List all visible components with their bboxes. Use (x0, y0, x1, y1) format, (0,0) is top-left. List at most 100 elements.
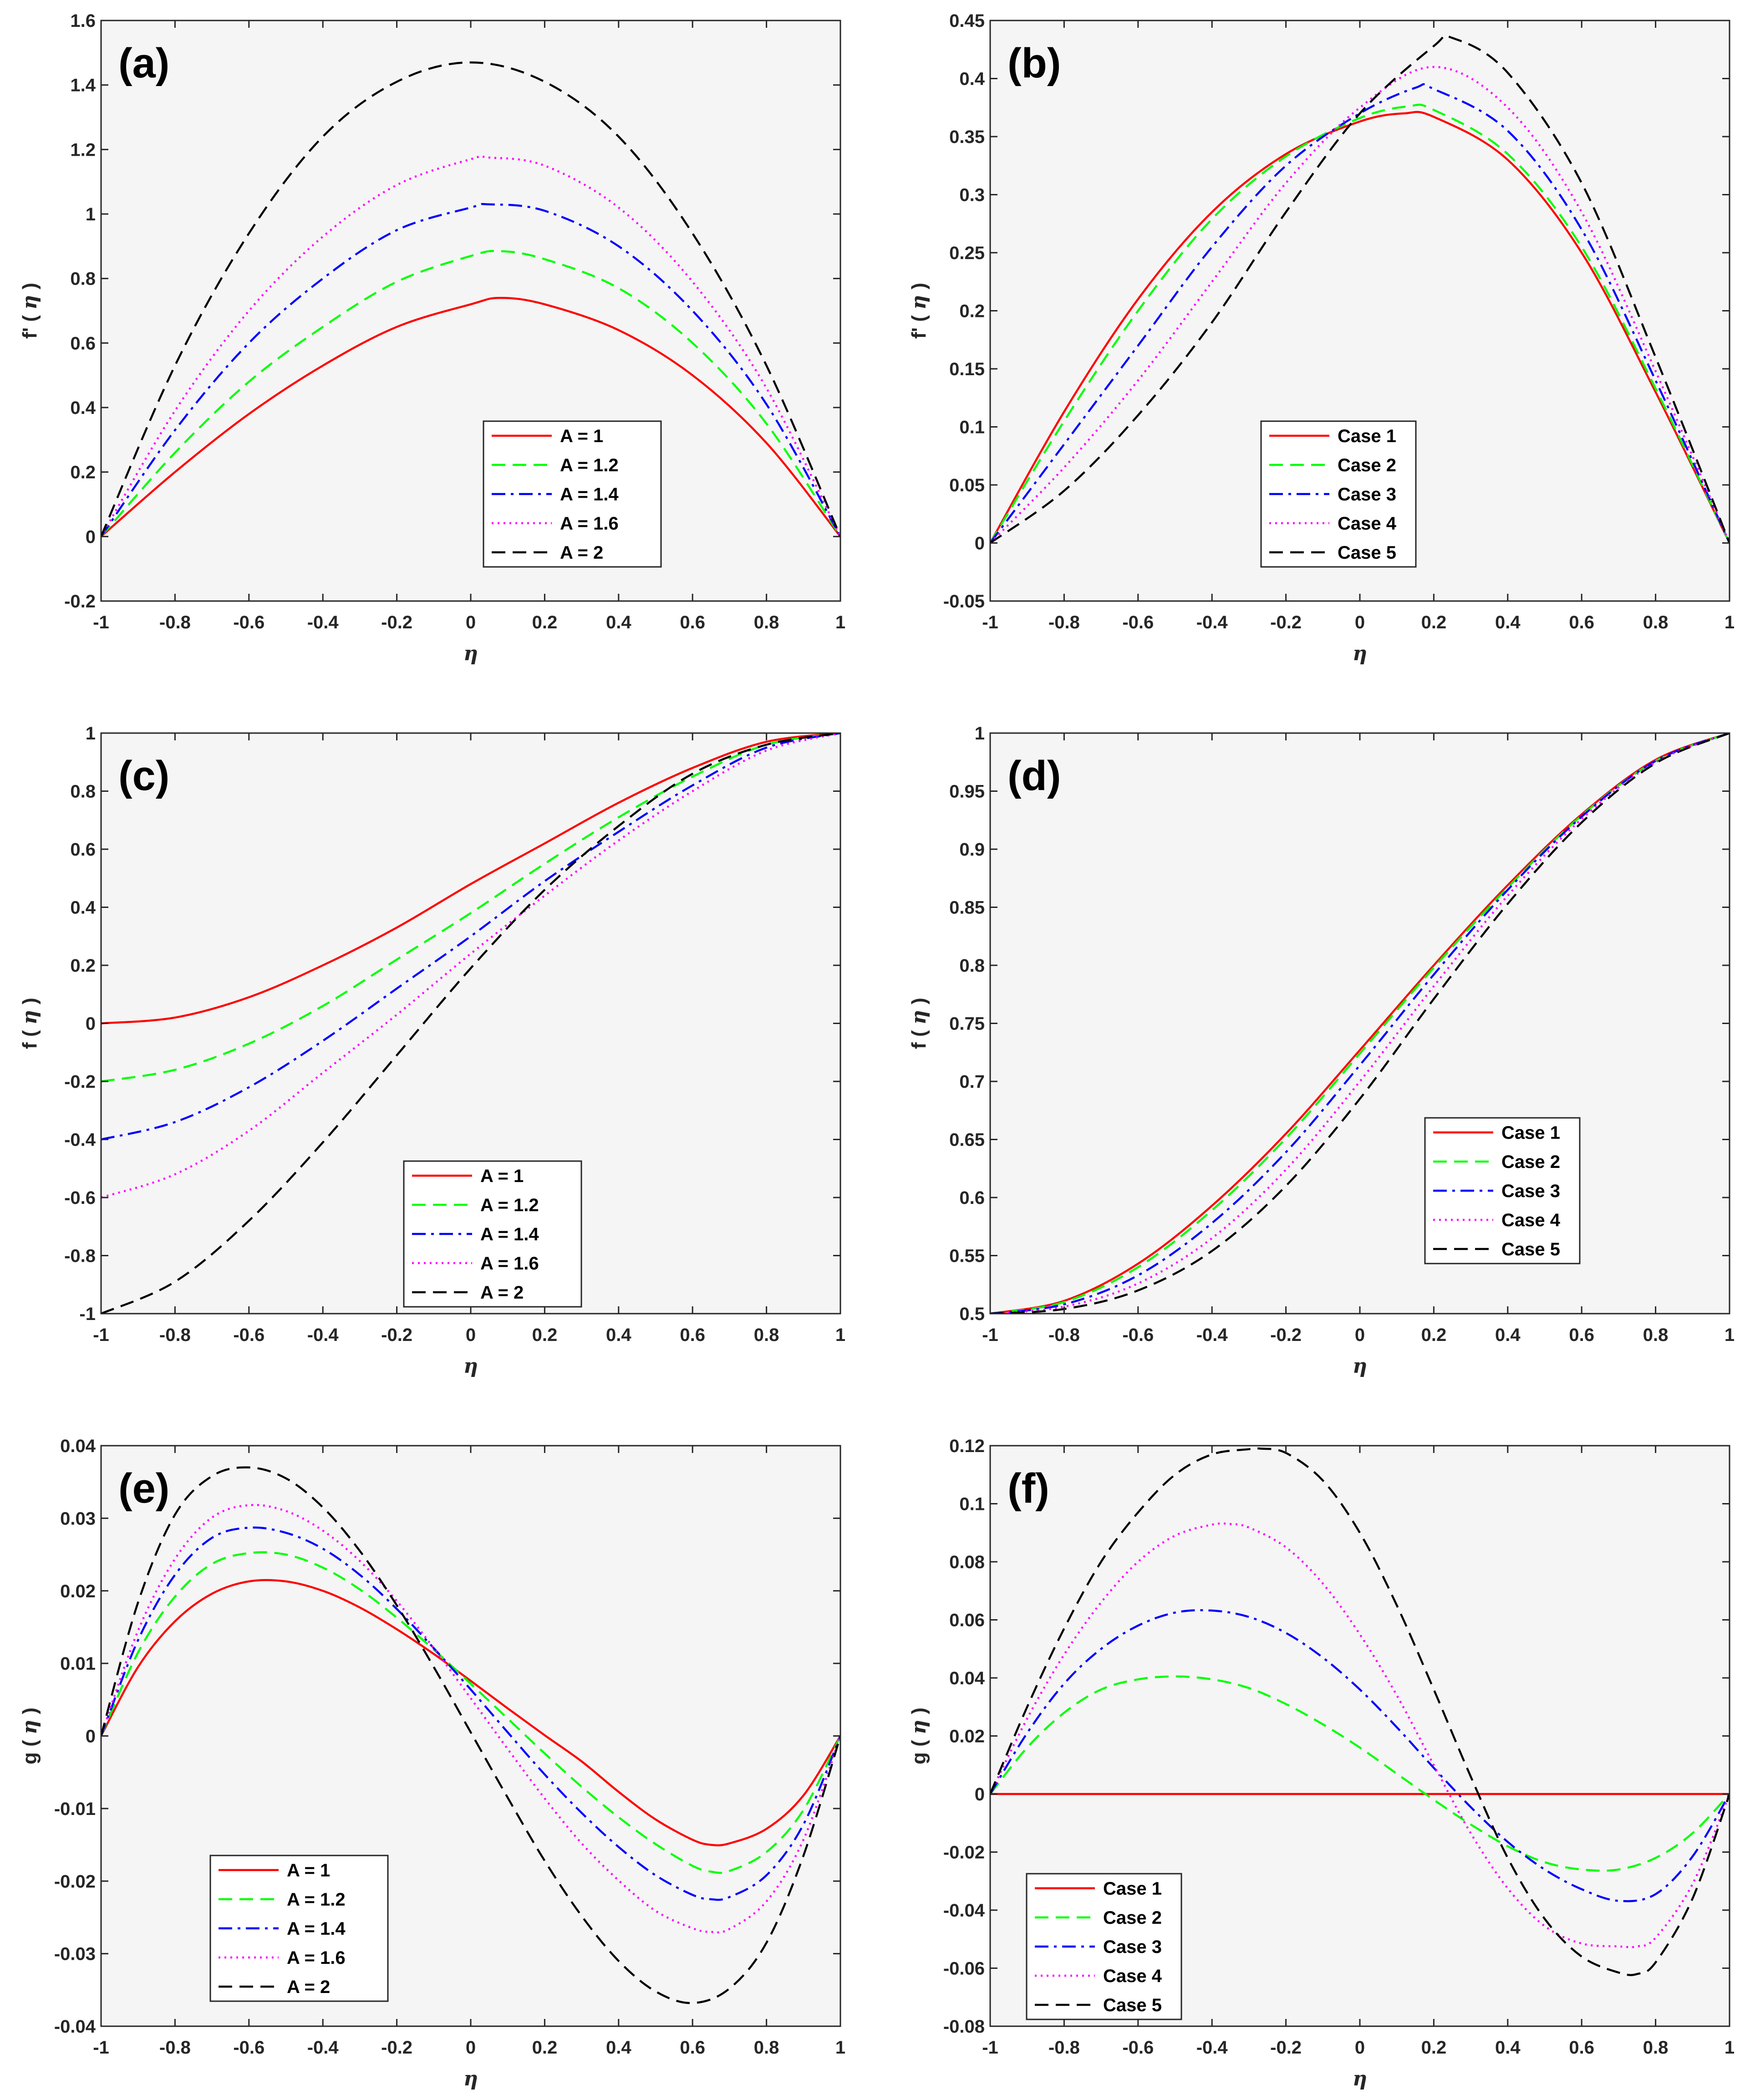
plot-area (101, 20, 840, 601)
panel-title: (a) (118, 40, 169, 87)
legend-box (1026, 1873, 1182, 2020)
legend-label-1: Case 2 (1338, 455, 1396, 475)
series-line-2 (101, 1526, 840, 1901)
y-tick-label: -0.08 (943, 2017, 985, 2037)
y-axis-label: f ( η ) (907, 998, 931, 1049)
series-group (990, 733, 1730, 1314)
legend-label-0: Case 1 (1103, 1879, 1162, 1899)
x-tick-label: 0.8 (1643, 1325, 1669, 1345)
y-tick-label: 0.8 (70, 782, 96, 802)
legend-label-2: A = 1.4 (480, 1224, 539, 1244)
y-tick-label: 1 (975, 724, 985, 744)
y-tick-label: 0 (86, 1727, 96, 1747)
legend: Case 1 Case 2 Case 3 Case 4 Case 5 (1260, 420, 1417, 568)
y-tick-label: 0 (86, 1014, 96, 1034)
chart-panel-3: -1 -0.8 -0.6 -0.4 -0.2 0 0.2 0.4 0.6 0.8 1 0.5 0.55 0… (907, 724, 1735, 1378)
x-tick-label: 1 (835, 1325, 845, 1345)
y-tick-label: 0.25 (949, 243, 985, 263)
legend-label-1: A = 1.2 (480, 1195, 539, 1215)
x-tick-label: 0.2 (1421, 612, 1447, 632)
legend-label-1: A = 1.2 (560, 455, 619, 475)
x-tick-label: 0 (1355, 2038, 1365, 2058)
x-tick-label: -0.6 (1122, 1325, 1154, 1345)
x-tick-label: 0.2 (1421, 1325, 1447, 1345)
x-tick-label: -0.4 (307, 612, 339, 632)
x-tick-label: -0.6 (233, 612, 265, 632)
y-tick-label: -0.02 (943, 1843, 985, 1863)
series-group (101, 1466, 840, 2004)
y-tick-label: 0.6 (959, 1188, 985, 1208)
x-tick-label: -1 (93, 1325, 109, 1345)
series-line-2 (990, 1609, 1730, 1902)
chart-panel-1: -1 -0.8 -0.6 -0.4 -0.2 0 0.2 0.4 0.6 0.8 1 -0.05 0 0.… (907, 11, 1735, 665)
series-line-4 (990, 34, 1730, 544)
y-tick-label: -0.02 (54, 1871, 96, 1891)
x-tick-label: 0.8 (1643, 2038, 1669, 2058)
y-tick-label: 0.8 (959, 956, 985, 976)
x-tick-label: 0.6 (680, 612, 705, 632)
series-line-2 (101, 203, 840, 537)
x-tick-label: -0.4 (1196, 2038, 1228, 2058)
y-axis-label: f' ( η ) (907, 283, 931, 339)
y-tick-label: 0.2 (70, 956, 96, 976)
x-tick-label: -0.2 (381, 1325, 412, 1345)
legend-label-0: Case 1 (1338, 426, 1396, 446)
panel-title: (e) (118, 1465, 169, 1512)
legend-label-3: Case 4 (1338, 514, 1397, 534)
y-axis-label: g ( η ) (907, 1708, 931, 1764)
y-tick-label: 0.1 (959, 1494, 985, 1514)
y-tick-label: -0.06 (943, 1959, 985, 1979)
x-tick-label: 0.8 (754, 1325, 779, 1345)
series-line-0 (990, 111, 1730, 544)
legend-box (403, 1160, 582, 1308)
y-tick-label: -0.04 (54, 2017, 96, 2037)
chart-panel-5: -1 -0.8 -0.6 -0.4 -0.2 0 0.2 0.4 0.6 0.8 1 -0.08 -0.… (907, 1436, 1735, 2090)
x-tick-label: 0.2 (532, 612, 558, 632)
legend-label-0: A = 1 (480, 1166, 524, 1186)
y-tick-label: 0.02 (949, 1727, 985, 1747)
series-line-3 (990, 733, 1730, 1314)
y-tick-label: -0.4 (64, 1130, 96, 1150)
x-tick-label: -1 (93, 2038, 109, 2058)
legend-label-3: A = 1.6 (287, 1948, 346, 1968)
x-tick-label: 0.4 (606, 1325, 631, 1345)
y-tick-label: 0.05 (949, 475, 985, 495)
y-tick-label: 0.6 (70, 840, 96, 860)
x-tick-label: -0.8 (159, 612, 191, 632)
legend-label-3: A = 1.6 (560, 514, 619, 534)
y-tick-label: 0.55 (949, 1246, 985, 1266)
series-line-2 (990, 733, 1730, 1314)
x-tick-label: -0.6 (1122, 2038, 1154, 2058)
legend: Case 1 Case 2 Case 3 Case 4 Case 5 (1424, 1117, 1581, 1264)
series-line-3 (990, 1522, 1730, 1948)
x-tick-label: 1 (835, 2038, 845, 2058)
x-axis-label: η (463, 642, 478, 665)
legend-label-2: Case 3 (1338, 484, 1396, 505)
x-tick-label: 0.4 (606, 612, 631, 632)
y-tick-label: -0.2 (64, 1072, 96, 1092)
x-tick-label: 0.6 (1569, 2038, 1594, 2058)
legend-label-4: Case 5 (1103, 1995, 1162, 2015)
y-tick-label: 0.7 (959, 1072, 985, 1092)
y-tick-label: 0 (86, 527, 96, 547)
x-axis-label: η (1353, 1355, 1367, 1378)
series-line-4 (101, 1466, 840, 2004)
legend-label-3: Case 4 (1501, 1210, 1561, 1230)
x-tick-label: -0.8 (159, 2038, 191, 2058)
x-tick-label: -0.8 (1048, 1325, 1080, 1345)
x-tick-label: 0.6 (680, 1325, 705, 1345)
x-axis-label: η (1353, 2067, 1367, 2090)
legend-label-0: Case 1 (1501, 1123, 1560, 1143)
x-tick-label: -0.2 (1270, 1325, 1302, 1345)
x-tick-label: 0.2 (532, 2038, 558, 2058)
y-tick-label: 0.8 (70, 269, 96, 289)
y-tick-label: 0.6 (70, 333, 96, 353)
chart-panel-4: -1 -0.8 -0.6 -0.4 -0.2 0 0.2 0.4 0.6 0.8 1 -0.04 -0.… (18, 1436, 845, 2090)
y-tick-label: 0.06 (949, 1611, 985, 1631)
y-tick-label: 0.95 (949, 782, 985, 802)
legend-label-2: Case 3 (1103, 1937, 1162, 1957)
y-tick-label: -0.8 (64, 1246, 96, 1266)
y-tick-label: 0.2 (959, 301, 985, 321)
y-tick-label: 0.65 (949, 1130, 985, 1150)
